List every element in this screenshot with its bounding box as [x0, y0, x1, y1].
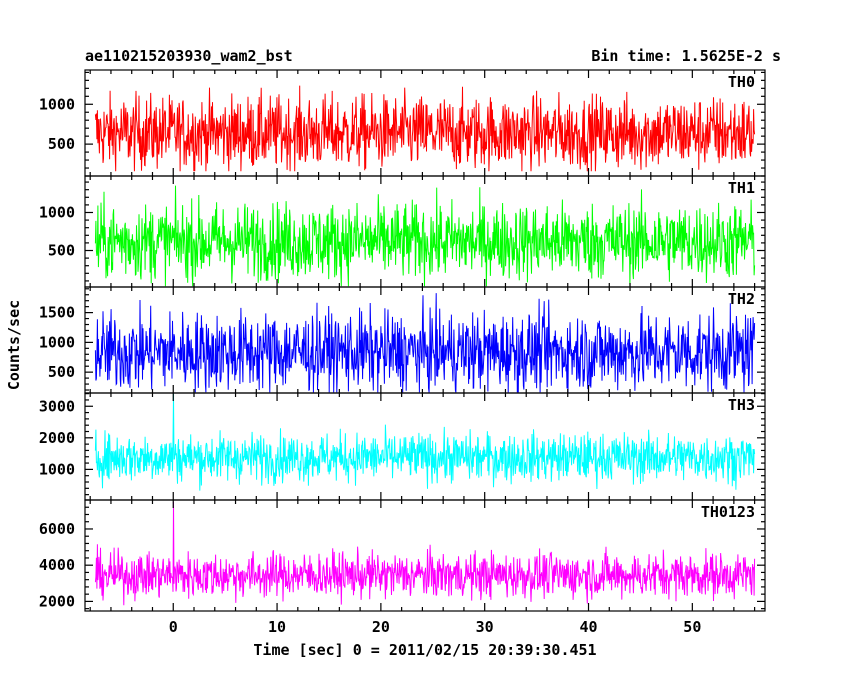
panel-th1: 500 1000 TH1: [39, 175, 766, 288]
panel-label: TH1: [728, 179, 755, 197]
y-tick-label: 1000: [39, 333, 75, 351]
panel-th0123: 2000 4000 6000 TH0123: [39, 499, 766, 612]
y-tick-label: 500: [48, 242, 75, 260]
x-tick-label: 40: [579, 618, 597, 636]
y-axis-label: Counts/sec: [5, 300, 23, 390]
series-trace-th0: [94, 85, 756, 172]
panel-th0: 500 1000 TH0: [39, 69, 766, 177]
x-tick-label: 10: [268, 618, 286, 636]
series-trace-th3: [94, 393, 756, 491]
y-tick-label: 1000: [39, 203, 75, 221]
y-tick-label: 2000: [39, 592, 75, 610]
x-tick-label: 20: [372, 618, 390, 636]
series-trace-th1: [94, 185, 756, 287]
chart-title: ae110215203930_wam2_bst: [85, 47, 293, 65]
y-tick-label: 3000: [39, 397, 75, 415]
series-trace-th2: [94, 293, 756, 393]
panel-label: TH0123: [701, 503, 755, 521]
series-trace-th0123: [94, 501, 756, 606]
panel-label: TH3: [728, 396, 755, 414]
y-tick-label: 4000: [39, 556, 75, 574]
x-axis-label: Time [sec] 0 = 2011/02/15 20:39:30.451: [253, 641, 596, 659]
panel-th2: 500 1000 1500 TH2: [39, 286, 766, 394]
x-tick-label: 0: [169, 618, 178, 636]
y-tick-label: 500: [48, 363, 75, 381]
y-tick-label: 1000: [39, 95, 75, 113]
panel-frame: [84, 499, 766, 612]
y-tick-label: 6000: [39, 520, 75, 538]
panels-group: 5001000TH05001000TH150010001500TH2100020…: [39, 69, 766, 636]
x-tick-label: 50: [683, 618, 701, 636]
panel-label: TH0: [728, 73, 755, 91]
x-tick-label: 30: [476, 618, 494, 636]
y-tick-label: 1000: [39, 460, 75, 478]
panel-label: TH2: [728, 290, 755, 308]
y-tick-label: 1500: [39, 304, 75, 322]
panel-th3: 1000 2000 3000 TH3: [39, 392, 766, 501]
y-tick-label: 2000: [39, 429, 75, 447]
chart-subtitle: Bin time: 1.5625E-2 s: [591, 47, 781, 65]
y-tick-label: 500: [48, 135, 75, 153]
